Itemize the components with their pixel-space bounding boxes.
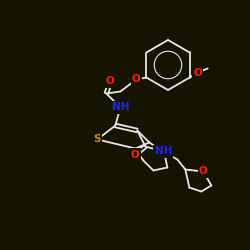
Text: NH: NH: [112, 102, 129, 113]
Text: NH: NH: [154, 146, 172, 156]
Text: O: O: [132, 74, 141, 85]
Text: O: O: [193, 68, 202, 78]
Text: O: O: [199, 166, 208, 176]
Text: O: O: [106, 76, 115, 86]
Text: S: S: [94, 134, 101, 144]
Text: O: O: [131, 150, 140, 160]
